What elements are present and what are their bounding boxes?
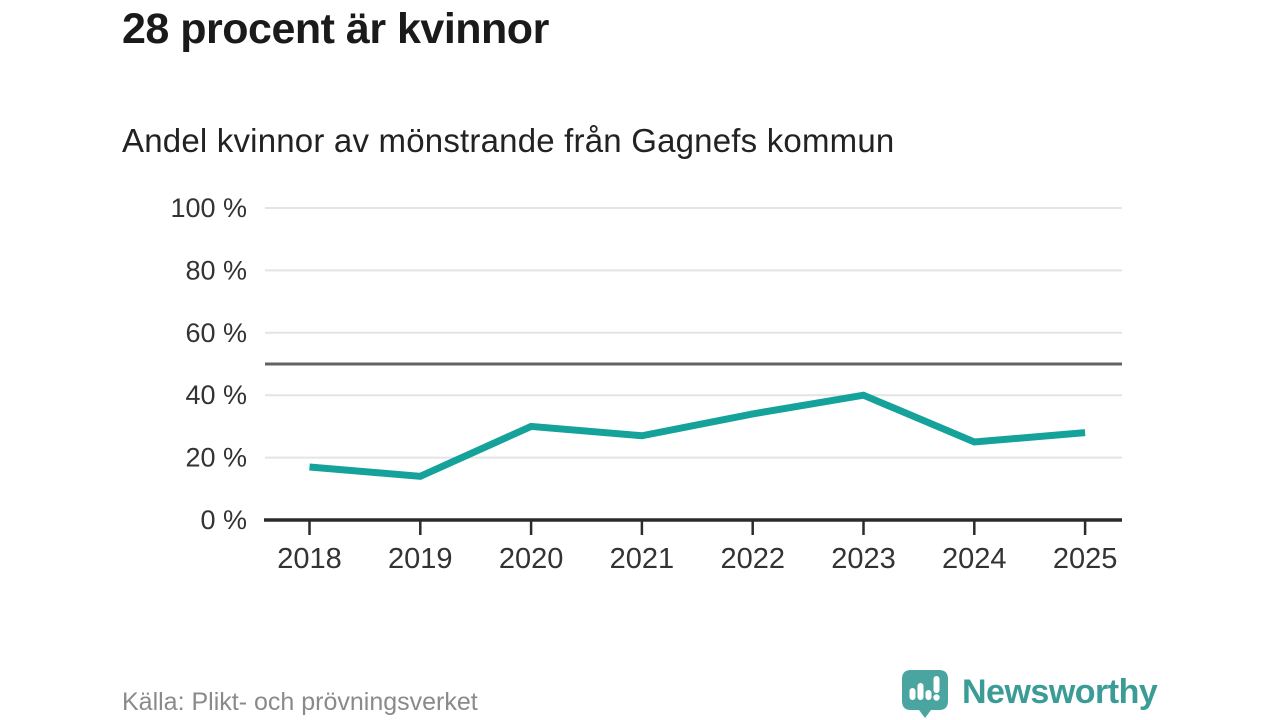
source-note: Källa: Plikt- och prövningsverket [122, 688, 478, 716]
brand-lockup: Newsworthy [898, 664, 1158, 720]
logo-bar-1 [909, 688, 916, 700]
newsworthy-logo-icon [902, 670, 948, 718]
page-title: 28 procent är kvinnor [122, 5, 549, 53]
x-tick-label: 2019 [388, 543, 453, 575]
y-tick-label: 80 % [185, 255, 247, 285]
page-subtitle: Andel kvinnor av mönstrande från Gagnefs… [122, 122, 895, 159]
logo-exclamation-bar [933, 676, 940, 693]
y-tick-label: 100 % [170, 193, 247, 223]
y-tick-label: 20 % [185, 443, 247, 473]
x-tick-label: 2022 [720, 543, 785, 575]
y-tick-label: 60 % [185, 318, 247, 348]
x-tick-label: 2018 [277, 543, 342, 575]
x-tick-label: 2020 [499, 543, 564, 575]
data-line [309, 391, 1086, 480]
x-tick-label: 2023 [831, 543, 896, 575]
brand-text: Newsworthy [962, 672, 1158, 711]
logo-bar-3 [925, 690, 932, 700]
logo-bubble-shape [902, 670, 948, 718]
logo-bar-2 [917, 683, 924, 700]
x-tick-label: 2024 [942, 543, 1007, 575]
y-tick-label: 0 % [200, 505, 247, 535]
y-tick-label: 40 % [185, 380, 247, 410]
x-tick-label: 2025 [1053, 543, 1118, 575]
x-tick-label: 2021 [610, 543, 675, 575]
logo-exclamation-dot [933, 694, 940, 701]
